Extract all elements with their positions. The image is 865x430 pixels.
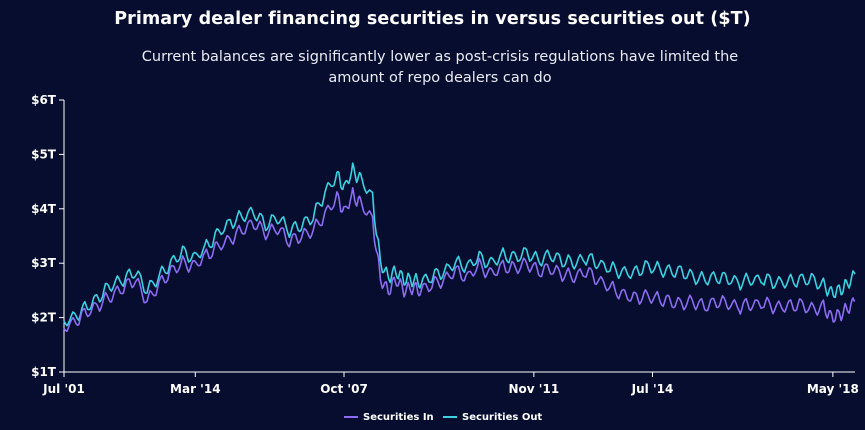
x-tick-label: Nov '11 <box>509 382 560 396</box>
x-tick-label: Oct '07 <box>320 382 368 396</box>
x-axis-ticks: Jul '01 Mar '14 Oct '07 Nov '11 Jul '14 May '… <box>42 372 859 396</box>
chart-axes <box>63 100 855 373</box>
chart-subtitle: Current balances are significantly lower… <box>141 49 739 86</box>
series-layer <box>63 162 856 333</box>
chart-legend: Securities In Securities Out <box>344 412 542 423</box>
y-tick-label: $1T <box>31 365 57 379</box>
x-tick-label: Jul '01 <box>42 382 85 396</box>
x-tick-label: May '18 <box>807 382 859 396</box>
legend-label: Securities Out <box>462 412 542 423</box>
y-tick-label: $2T <box>31 311 57 325</box>
y-tick-label: $3T <box>31 256 57 270</box>
series-line-securities-in <box>63 187 856 333</box>
chart-title: Primary dealer financing securities in v… <box>114 9 751 29</box>
y-axis-ticks: $6T $5T $4T $3T $2T $1T <box>31 93 64 379</box>
legend-label: Securities In <box>363 412 434 423</box>
y-tick-label: $4T <box>31 202 57 216</box>
x-tick-label: Mar '14 <box>170 382 221 396</box>
x-tick-label: Jul '14 <box>631 382 674 396</box>
series-line-securities-out <box>63 162 856 327</box>
y-tick-label: $5T <box>31 147 57 161</box>
y-tick-label: $6T <box>31 93 57 107</box>
